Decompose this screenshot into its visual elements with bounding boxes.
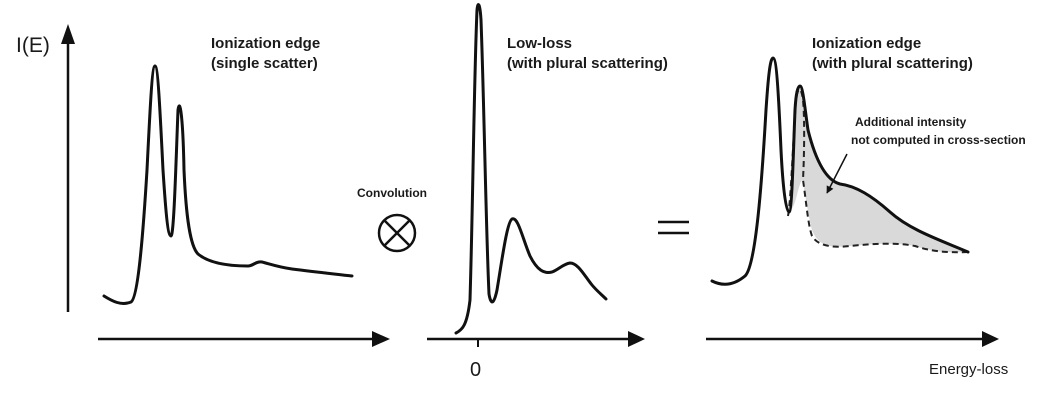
annotation-line1: Additional intensity xyxy=(855,115,967,129)
panel3-title-line1: Ionization edge xyxy=(812,35,921,52)
panel1-single-scatter-curve xyxy=(102,64,354,305)
additional-intensity-area xyxy=(788,88,968,253)
convolution-label: Convolution xyxy=(357,186,427,200)
panel3-x-axis xyxy=(706,331,999,347)
panel1-title-line1: Ionization edge xyxy=(211,35,320,52)
y-axis xyxy=(61,24,75,312)
equals-icon xyxy=(658,220,689,235)
panel3-single-scatter-dashed-curve xyxy=(787,88,969,254)
panel2-title-line1: Low-loss xyxy=(507,35,572,52)
panel2-title-line2: (with plural scattering) xyxy=(507,55,668,72)
annotation-line2: not computed in cross-section xyxy=(851,133,1026,147)
panel3-title-line2: (with plural scattering) xyxy=(812,55,973,72)
annotation-arrow xyxy=(826,153,848,194)
panel2-x-axis xyxy=(427,331,645,347)
convolution-operator-icon xyxy=(377,213,417,253)
panel1-title-line2: (single scatter) xyxy=(211,55,318,72)
panel1-x-axis xyxy=(98,331,390,347)
panel2-low-loss-curve xyxy=(454,3,608,335)
y-axis-label: I(E) xyxy=(16,34,50,57)
panel3-plural-scattering-curve xyxy=(710,56,970,286)
x-axis-label: Energy-loss xyxy=(929,361,1008,378)
zero-tick-label: 0 xyxy=(470,359,481,381)
